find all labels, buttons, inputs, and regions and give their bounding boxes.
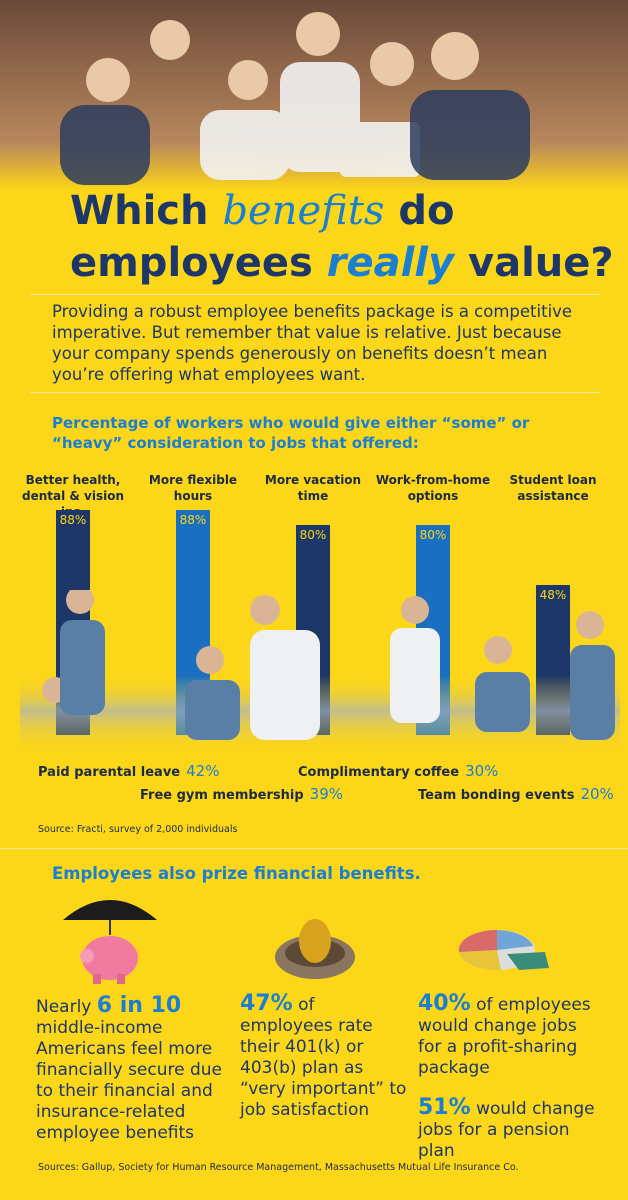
category-label: Work-from-home options: [375, 473, 491, 503]
stat-value: 51%: [418, 1095, 471, 1120]
stat-value: 6 in 10: [96, 993, 182, 1018]
stat-text: of employees rate their 401(k) or 403(b)…: [240, 995, 407, 1120]
benefit-value: 20%: [580, 785, 614, 803]
stat-item: Nearly 6 in 10 middle-income Americans f…: [36, 995, 236, 1144]
category-label: More flexible hours: [148, 473, 238, 503]
other-benefit: Paid parental leave 42%: [38, 762, 219, 780]
stat-text: would change jobs for a pension plan: [418, 1099, 595, 1161]
value-label: 80%: [300, 528, 327, 542]
divider: [0, 848, 628, 849]
intro-text: Providing a robust employee benefits pac…: [52, 302, 573, 384]
chart-title: Percentage of workers who would give eit…: [52, 414, 530, 452]
stat-value: 40%: [418, 991, 471, 1016]
value-label: 80%: [420, 528, 447, 542]
title-line: employees really value?: [70, 240, 614, 286]
other-benefit: Complimentary coffee 30%: [298, 762, 498, 780]
stat-text: middle-income Americans feel more financ…: [36, 1018, 223, 1143]
source: Sources: Gallup, Society for Human Resou…: [38, 1162, 519, 1173]
category-label: More vacation time: [264, 473, 362, 503]
stat-prefix: Nearly: [36, 997, 92, 1017]
pie-icon: [458, 929, 549, 971]
divider: [30, 294, 600, 295]
source: Source: Fracti, survey of 2,000 individu…: [38, 824, 238, 835]
title-line: Which benefits do: [70, 188, 455, 234]
benefit-value: 42%: [186, 762, 220, 780]
stat-item: 40% of employees would change jobs for a…: [418, 993, 598, 1079]
stat-item: 51% would change jobs for a pension plan: [418, 1097, 608, 1162]
stat-item: 47% of employees rate their 401(k) or 40…: [240, 993, 410, 1121]
title-word: Which: [70, 188, 209, 234]
other-benefit: Free gym membership 39%: [140, 785, 343, 803]
benefit-label: Complimentary coffee: [298, 765, 460, 780]
title-word: really: [326, 240, 455, 286]
benefit-value: 39%: [309, 785, 344, 803]
benefit-value: 30%: [465, 762, 499, 780]
piggy-umbrella-icon: [63, 900, 157, 984]
benefit-label: Team bonding events: [418, 788, 575, 803]
section-heading: Employees also prize financial benefits.: [52, 864, 421, 883]
value-label: 48%: [540, 588, 567, 602]
title-word: value?: [468, 240, 614, 286]
category-label: Student loan assistance: [509, 473, 597, 503]
office-photo: [20, 590, 620, 755]
hero-photo: [0, 0, 628, 190]
title-word: employees: [70, 240, 313, 286]
stat-text: of employees would change jobs for a pro…: [418, 995, 591, 1078]
nest-egg-icon: [275, 919, 355, 979]
title-word: do: [398, 188, 455, 234]
benefit-label: Free gym membership: [140, 788, 304, 803]
stat-value: 47%: [240, 991, 293, 1016]
value-label: 88%: [180, 513, 207, 527]
other-benefit: Team bonding events 20%: [418, 785, 614, 803]
benefit-label: Paid parental leave: [38, 765, 181, 780]
divider: [30, 392, 600, 393]
value-label: 88%: [60, 513, 87, 527]
title-word: benefits: [222, 188, 385, 234]
